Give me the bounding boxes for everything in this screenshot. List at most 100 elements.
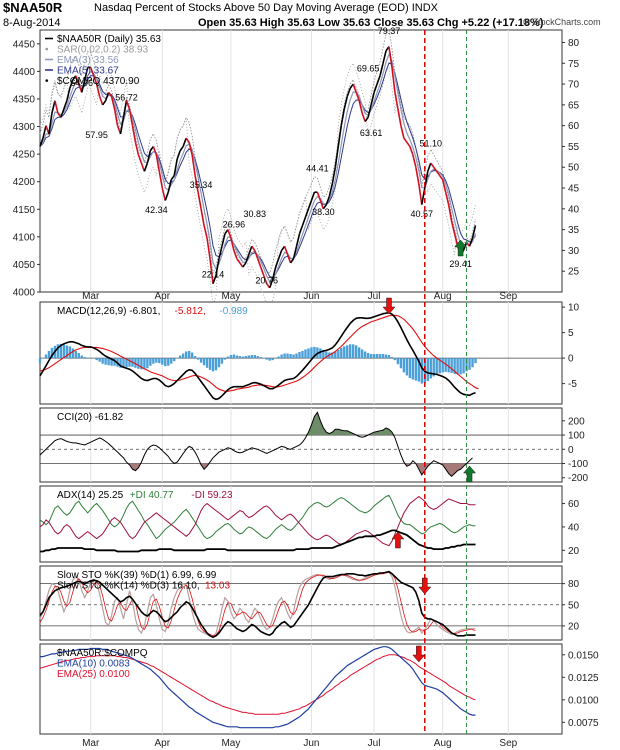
price-annotation: 56.72 bbox=[115, 93, 138, 103]
price-segment bbox=[80, 79, 86, 93]
price-segment bbox=[415, 167, 420, 185]
price-segment bbox=[259, 266, 265, 276]
panel-frame bbox=[39, 643, 563, 735]
price-segment bbox=[215, 258, 220, 276]
price-segment bbox=[191, 154, 196, 176]
price-segment bbox=[283, 245, 289, 255]
month-label: Jul bbox=[368, 291, 381, 302]
histogram-bar bbox=[384, 354, 388, 359]
histogram-bar bbox=[214, 358, 218, 371]
price-segment bbox=[152, 146, 158, 156]
histogram-bar bbox=[232, 354, 236, 359]
legend-entry: -DI 59.23 bbox=[191, 490, 233, 501]
histogram-bar bbox=[286, 353, 289, 359]
price-segment bbox=[295, 233, 301, 247]
price-segment bbox=[42, 125, 47, 139]
price-annotation: 79.37 bbox=[378, 26, 401, 36]
histogram-bar bbox=[441, 358, 444, 373]
price-segment bbox=[331, 167, 337, 185]
histogram-bar bbox=[238, 356, 242, 359]
histogram-bar bbox=[89, 357, 92, 359]
legend-entry: Slow STO %K(14) %D(3) 16.10, bbox=[57, 581, 200, 592]
histogram-bar bbox=[122, 358, 125, 368]
histogram-bar bbox=[378, 354, 382, 359]
right-tick-label: 70 bbox=[568, 80, 580, 91]
price-segment bbox=[301, 216, 307, 226]
legend: ADX(14) 25.25 +DI 40.77 -DI 59.23 bbox=[57, 490, 233, 501]
histogram-bar bbox=[217, 358, 221, 368]
panel-frame bbox=[39, 29, 563, 293]
legend: CCI(20) -61.82 bbox=[57, 412, 124, 423]
price-segment bbox=[256, 258, 262, 268]
price-annotation: 38.30 bbox=[312, 207, 335, 217]
histogram-bar bbox=[41, 358, 45, 359]
histogram-bar bbox=[313, 346, 316, 359]
price-segment bbox=[54, 100, 59, 114]
histogram-bar bbox=[235, 355, 239, 359]
price-segment bbox=[140, 162, 146, 172]
price-segment bbox=[185, 137, 190, 143]
price-segment bbox=[98, 96, 104, 106]
histogram-bar bbox=[65, 345, 69, 359]
panel-frame bbox=[39, 407, 563, 483]
cci-line bbox=[39, 411, 473, 477]
histogram-bar bbox=[161, 358, 164, 365]
price-segment bbox=[444, 192, 450, 205]
sto-k39-line bbox=[39, 570, 476, 639]
histogram-bar bbox=[468, 358, 471, 370]
buy-arrow-icon bbox=[462, 465, 477, 483]
right-tick-label: 60 bbox=[568, 499, 580, 510]
price-segment bbox=[60, 108, 65, 118]
right-tick-label: 50 bbox=[568, 163, 580, 174]
price-segment bbox=[430, 162, 435, 168]
left-tick-label: 4150 bbox=[13, 205, 36, 216]
panel-frame bbox=[39, 301, 563, 405]
right-tick-label: 80 bbox=[568, 38, 580, 49]
histogram-bar bbox=[134, 358, 137, 368]
legend-entry: EMA(10) 0.0083 bbox=[57, 659, 130, 670]
plus-di-line bbox=[39, 494, 476, 540]
price-segment bbox=[355, 92, 360, 101]
histogram-bar bbox=[432, 358, 435, 377]
month-label: Jun bbox=[303, 291, 319, 302]
right-tick-label: 0 bbox=[568, 445, 574, 456]
price-segment bbox=[352, 83, 357, 93]
price-annotation: 30.83 bbox=[244, 209, 267, 219]
price-segment bbox=[274, 258, 280, 268]
right-tick-label: 0 bbox=[568, 354, 574, 365]
histogram-bar bbox=[283, 353, 286, 359]
histogram-bar bbox=[244, 356, 248, 359]
price-segment bbox=[39, 137, 44, 147]
price-segment bbox=[418, 183, 423, 205]
panel-adx: 20 40 60 ADX(14) 25.25 +DI 40.77 -DI 59.23 bbox=[39, 485, 580, 563]
histogram-bar bbox=[289, 354, 292, 359]
price-annotation: 29.41 bbox=[449, 259, 472, 269]
quote-line: Open 35.63 High 35.63 Low 35.63 Close 35… bbox=[198, 17, 544, 29]
histogram-bar bbox=[387, 355, 391, 359]
right-tick-label: 200 bbox=[568, 416, 585, 427]
price-segment bbox=[468, 237, 474, 247]
histogram-bar bbox=[471, 358, 474, 368]
price-segment bbox=[239, 262, 244, 268]
histogram-bar bbox=[301, 350, 304, 359]
histogram-bar bbox=[325, 351, 328, 359]
histogram-bar bbox=[271, 358, 274, 361]
panel-price: 25 30 35 40 45 50 55 60 65 70 75 80 4000 4050 4100 4150… bbox=[13, 26, 580, 310]
price-segment bbox=[155, 154, 161, 172]
price-segment bbox=[248, 245, 253, 255]
price-segment bbox=[373, 83, 378, 93]
histogram-bar bbox=[453, 358, 456, 374]
legend: $NAA50R (Daily) 35.63 • SAR(0.02,0.2) 38.9… bbox=[45, 34, 161, 87]
price-segment bbox=[268, 279, 274, 289]
histogram-bar bbox=[202, 358, 206, 366]
price-annotation: 40.57 bbox=[411, 209, 434, 219]
histogram-bar bbox=[184, 351, 188, 359]
histogram-bar bbox=[354, 345, 358, 359]
price-segment bbox=[447, 204, 453, 222]
histogram-bar bbox=[113, 358, 116, 366]
price-segment bbox=[307, 200, 313, 210]
right-tick-label: 55 bbox=[568, 142, 580, 153]
legend-entry: Slow STO %K(39) %D(1) 6.99, 6.99 bbox=[57, 570, 217, 581]
histogram-bar bbox=[438, 358, 441, 374]
right-tick-label: 40 bbox=[568, 204, 580, 215]
